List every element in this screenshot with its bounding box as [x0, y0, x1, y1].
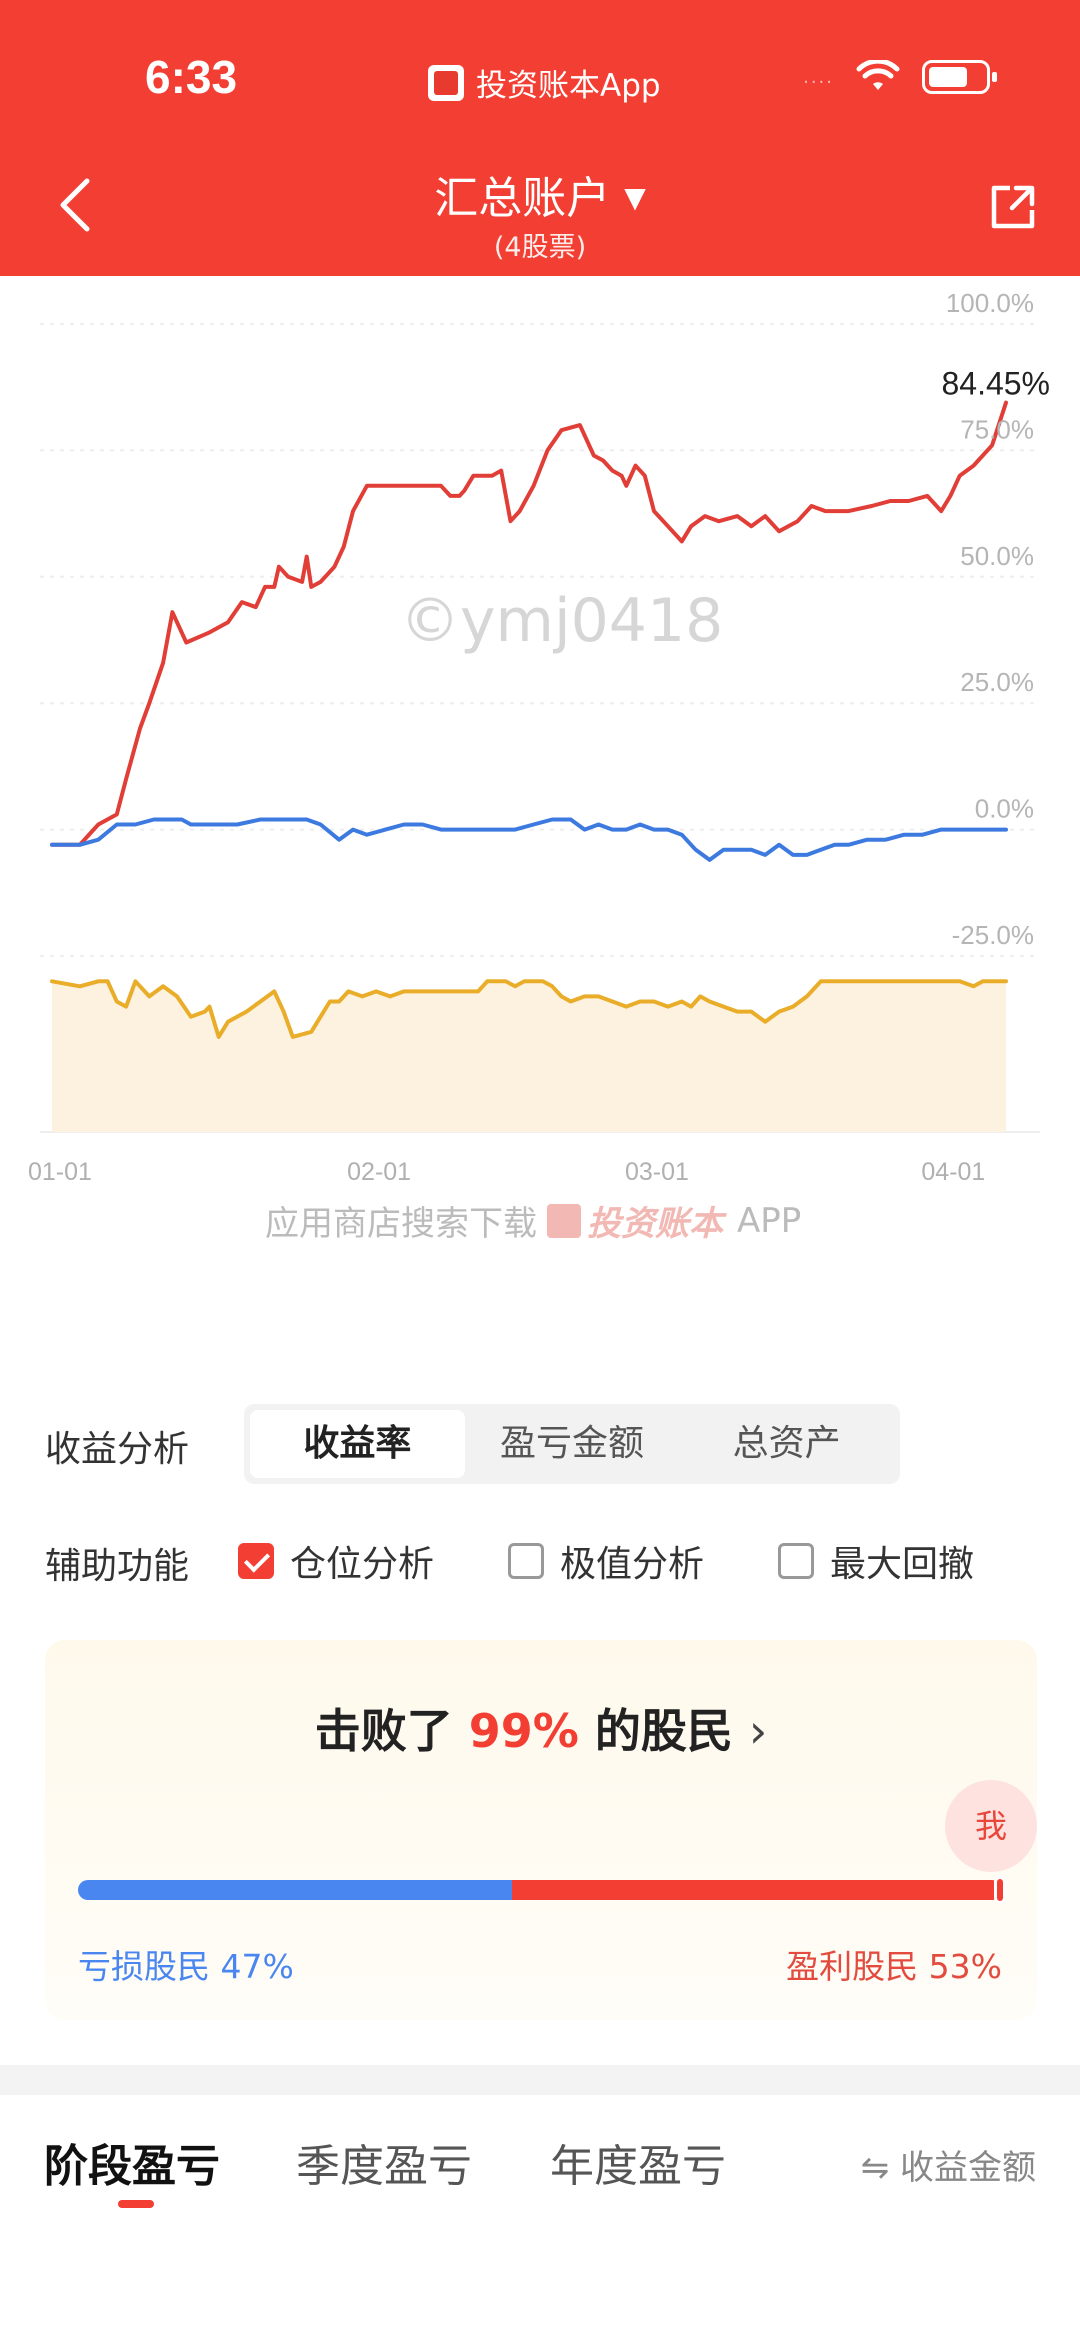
share-icon[interactable]: [988, 182, 1038, 232]
x-tick-label: 02-01: [347, 1158, 411, 1186]
loss-investors-label: 亏损股民 47%: [78, 1947, 294, 1986]
promo-watermark: 应用商店搜索下载 投资账本 APP: [265, 1196, 801, 1245]
promo-brand: 投资账本: [587, 1204, 723, 1244]
return-chart-svg: 100.0% 75.0% 50.0% 25.0% 0.0% -25.0% 01-01 02-0…: [28, 288, 1050, 1186]
x-tick-label: 03-01: [625, 1158, 689, 1186]
signal-icon: ....: [803, 66, 834, 88]
x-tick-label: 01-01: [28, 1158, 92, 1186]
investor-ratio-bar: [78, 1880, 1002, 1900]
aux-label: 辅助功能: [45, 1546, 190, 1587]
status-icons: ....: [803, 60, 997, 94]
tab-pnl-amount[interactable]: 盈亏金额: [500, 1423, 645, 1464]
promo-suffix: APP: [737, 1200, 802, 1241]
page-subtitle: (4股票): [493, 232, 587, 263]
analysis-label: 收益分析: [45, 1429, 190, 1470]
win-segment: [512, 1880, 1002, 1900]
analysis-tabs: 收益率 盈亏金额 总资产: [244, 1404, 900, 1484]
switch-amount-toggle[interactable]: ⇋ 收益金额: [860, 2148, 1036, 2188]
wifi-icon: [856, 60, 900, 90]
return-chart[interactable]: 100.0% 75.0% 50.0% 25.0% 0.0% -25.0% 01-01 02-0…: [0, 276, 1080, 1346]
account-selector[interactable]: 汇总账户 ▼: [0, 162, 1080, 226]
aux-option-label: 极值分析: [560, 1544, 705, 1585]
aux-option-label: 仓位分析: [290, 1544, 435, 1585]
last-value-label: 84.45%: [941, 366, 1050, 402]
active-tab-indicator: [118, 2200, 154, 2208]
beat-investors-card[interactable]: 击败了 99% 的股民 › 我 亏损股民 47% 盈利股民 53%: [45, 1640, 1037, 2020]
checkbox-icon[interactable]: [778, 1543, 814, 1579]
battery-icon: [922, 60, 997, 94]
beat-prefix: 击败了: [314, 1704, 453, 1758]
app-name: 投资账本App: [476, 68, 661, 104]
beat-suffix: 的股民: [594, 1704, 733, 1758]
y-tick-label: 75.0%: [960, 414, 1034, 444]
chevron-left-icon[interactable]: [55, 175, 95, 235]
triangle-down-icon: ▼: [624, 181, 646, 214]
status-time: 6:33: [145, 51, 238, 103]
position-line: [50, 979, 1008, 1039]
loss-segment: [78, 1880, 513, 1900]
promo-text: 应用商店搜索下载: [265, 1204, 537, 1244]
page-title: 汇总账户: [434, 173, 611, 224]
beat-title[interactable]: 击败了 99% 的股民 ›: [45, 1695, 1037, 1761]
aux-extreme-analysis[interactable]: 极值分析: [508, 1535, 704, 1587]
aux-max-drawdown[interactable]: 最大回撤: [778, 1535, 974, 1587]
return-rate-line: [50, 400, 1008, 847]
app-name-chip: 投资账本App: [428, 60, 661, 105]
y-tick-label: 0.0%: [975, 794, 1034, 824]
tab-total-assets[interactable]: 总资产: [732, 1423, 841, 1464]
app-logo-icon: [547, 1203, 581, 1238]
chevron-right-icon: ›: [748, 1704, 768, 1758]
checkbox-icon[interactable]: [508, 1543, 544, 1579]
app-header: 6:33 投资账本App .... 汇总账户 ▼ (4股票): [0, 0, 1080, 276]
y-tick-label: 25.0%: [960, 667, 1034, 697]
tab-year-pnl[interactable]: 年度盈亏: [550, 2141, 726, 2192]
checkbox-checked-icon[interactable]: [238, 1543, 274, 1579]
watermark: ©ymj0418: [400, 586, 724, 656]
app-logo-icon: [428, 64, 464, 101]
section-divider: [0, 2065, 1080, 2095]
y-tick-label: 100.0%: [946, 288, 1034, 318]
my-position-marker: [994, 1876, 1006, 1904]
tab-quarter-pnl[interactable]: 季度盈亏: [296, 2141, 472, 2192]
y-tick-label: -25.0%: [952, 920, 1034, 950]
position-area: [52, 981, 1006, 1132]
win-investors-label: 盈利股民 53%: [786, 1947, 1002, 1986]
me-marker: 我: [945, 1780, 1037, 1872]
x-tick-label: 04-01: [921, 1158, 985, 1186]
tab-return-rate[interactable]: 收益率: [250, 1410, 465, 1478]
y-tick-label: 50.0%: [960, 541, 1034, 571]
tab-period-pnl[interactable]: 阶段盈亏: [44, 2141, 220, 2192]
aux-option-label: 最大回撤: [830, 1544, 975, 1585]
beat-percent: 99%: [468, 1704, 579, 1758]
benchmark-line: [50, 817, 1008, 862]
aux-position-analysis[interactable]: 仓位分析: [238, 1535, 434, 1587]
